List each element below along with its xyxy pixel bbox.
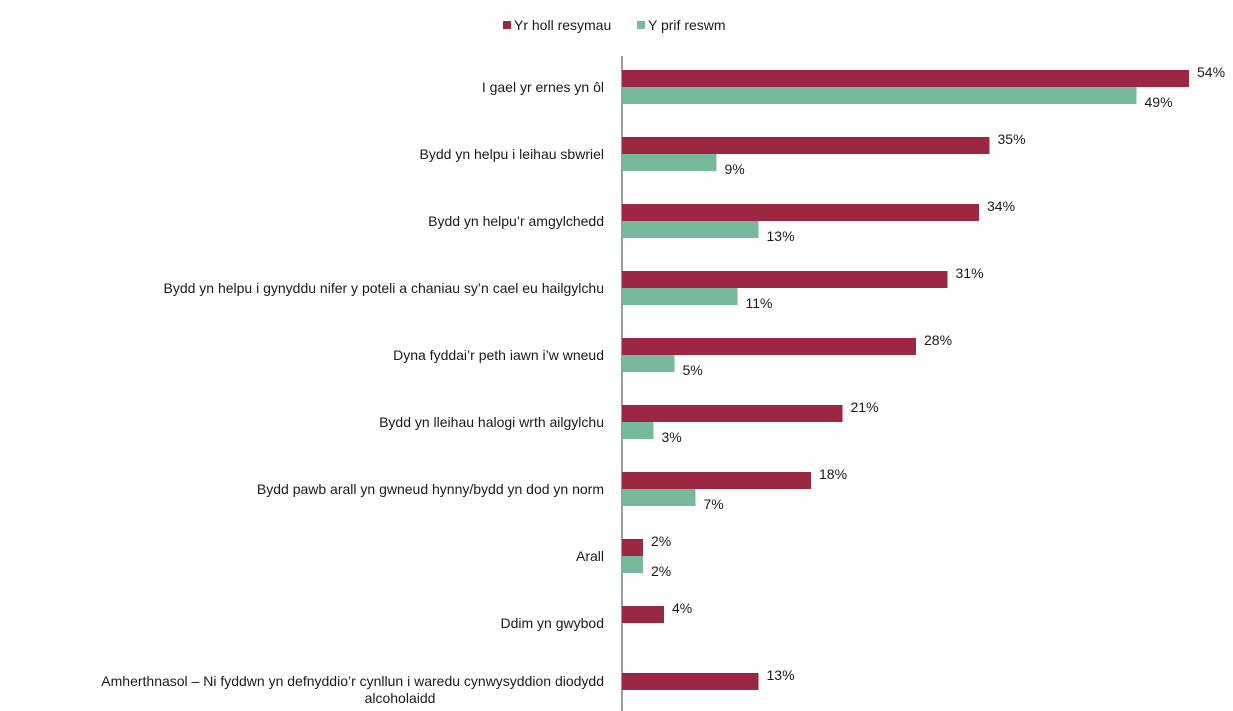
bar-all-reasons bbox=[622, 204, 979, 221]
data-label: 34% bbox=[987, 198, 1015, 214]
category-label: Bydd yn helpu’r amgylchedd bbox=[428, 213, 604, 229]
bar-all-reasons bbox=[622, 472, 811, 489]
data-label: 49% bbox=[1145, 94, 1173, 110]
category-labels: I gael yr ernes yn ôl Bydd yn helpu i lei… bbox=[101, 79, 604, 706]
data-label: 54% bbox=[1197, 64, 1225, 80]
data-label: 21% bbox=[851, 399, 879, 415]
legend-swatch-1 bbox=[637, 21, 645, 29]
category-label: I gael yr ernes yn ôl bbox=[482, 79, 604, 95]
bar-main-reason bbox=[622, 422, 654, 439]
bar-all-reasons bbox=[622, 70, 1189, 87]
data-label: 28% bbox=[924, 332, 952, 348]
data-label: 9% bbox=[725, 161, 745, 177]
data-label: 7% bbox=[704, 496, 724, 512]
bar-all-reasons bbox=[622, 539, 643, 556]
data-label: 2% bbox=[651, 563, 671, 579]
category-label: Amherthnasol – Ni fyddwn yn defnyddio’r … bbox=[101, 673, 604, 706]
data-label: 5% bbox=[683, 362, 703, 378]
bar-all-reasons bbox=[622, 137, 990, 154]
data-label: 3% bbox=[662, 429, 682, 445]
legend: Yr holl resymau Y prif reswm bbox=[503, 17, 726, 33]
legend-swatch-0 bbox=[503, 21, 511, 29]
category-label: Bydd yn helpu i leihau sbwriel bbox=[420, 146, 604, 162]
data-label: 2% bbox=[651, 533, 671, 549]
data-label: 4% bbox=[672, 600, 692, 616]
category-label: Bydd yn helpu i gynyddu nifer y poteli a… bbox=[163, 280, 604, 296]
category-label: Ddim yn gwybod bbox=[501, 615, 605, 631]
legend-label-1: Y prif reswm bbox=[648, 17, 726, 33]
bar-main-reason bbox=[622, 355, 675, 372]
bar-main-reason bbox=[622, 489, 696, 506]
category-label: Arall bbox=[576, 548, 604, 564]
bar-main-reason bbox=[622, 221, 759, 238]
bars: 54% 49% 35% 9% 34% 13% 31% 11% 28% 5% 21% 3% 18% 7% 2%… bbox=[622, 64, 1225, 690]
category-label: Bydd pawb arall yn gwneud hynny/bydd yn … bbox=[257, 481, 604, 497]
bar-all-reasons bbox=[622, 338, 916, 355]
bar-all-reasons bbox=[622, 673, 759, 690]
bar-main-reason bbox=[622, 288, 738, 305]
bar-all-reasons bbox=[622, 271, 948, 288]
data-label: 35% bbox=[998, 131, 1026, 147]
data-label: 13% bbox=[767, 667, 795, 683]
category-label: Dyna fyddai’r peth iawn i’w wneud bbox=[393, 347, 604, 363]
data-label: 13% bbox=[767, 228, 795, 244]
data-label: 31% bbox=[956, 265, 984, 281]
bar-all-reasons bbox=[622, 405, 843, 422]
bar-main-reason bbox=[622, 556, 643, 573]
data-label: 18% bbox=[819, 466, 847, 482]
bar-main-reason bbox=[622, 87, 1137, 104]
bar-main-reason bbox=[622, 154, 717, 171]
data-label: 11% bbox=[746, 295, 773, 311]
bar-all-reasons bbox=[622, 606, 664, 623]
category-label: Bydd yn lleihau halogi wrth ailgylchu bbox=[379, 414, 604, 430]
legend-label-0: Yr holl resymau bbox=[514, 17, 611, 33]
